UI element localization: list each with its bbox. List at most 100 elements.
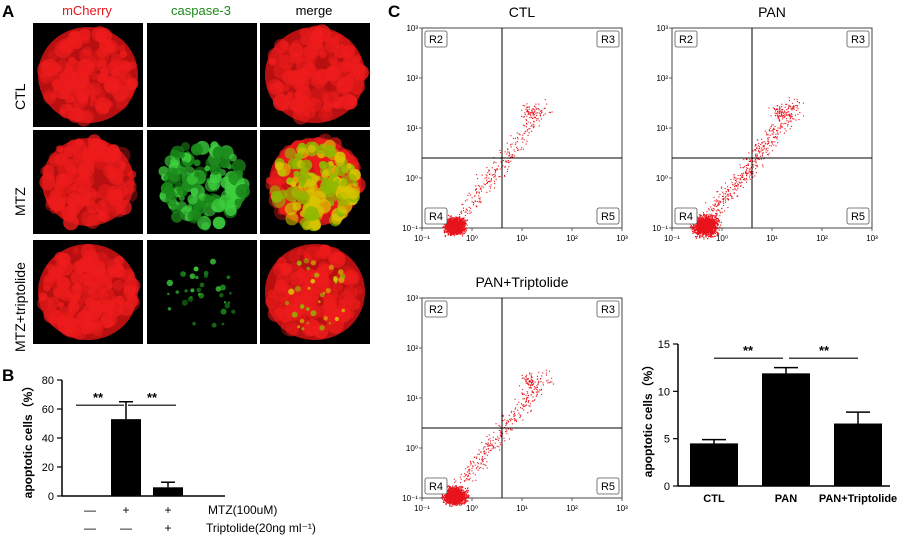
col-header-merge: merge <box>295 3 333 18</box>
micrograph <box>260 240 370 344</box>
row-label-mtz-triptolide: MTZ+triptolide <box>12 262 28 352</box>
category-label: CTL <box>703 493 725 505</box>
y-tick-label: 10⁰ <box>406 444 418 453</box>
x-tick-label: 10⁻¹ <box>664 234 680 243</box>
flow-plot-title: PAN+Triptolide <box>475 274 569 290</box>
micrograph <box>147 23 257 127</box>
region-label: R5 <box>846 207 870 225</box>
svg-text:R4: R4 <box>429 211 443 223</box>
region-label: R4 <box>424 207 448 225</box>
y-tick-label: 5 <box>664 434 670 446</box>
micrograph <box>33 240 143 344</box>
y-tick-label: 10¹ <box>406 394 418 403</box>
bar <box>153 487 183 496</box>
region-label: R2 <box>424 30 448 48</box>
x-tick-label: 10² <box>566 234 578 243</box>
y-tick-label: 10² <box>406 344 418 353</box>
panel-c-categories: CTL PAN PAN+Triptolide <box>703 493 897 505</box>
condition-sign: + <box>164 521 171 535</box>
bar <box>111 419 141 496</box>
panel-b-conditions: — + + MTZ(100uM) — — + Triptolide(20ng ml⁻¹) <box>84 503 316 535</box>
condition-sign: + <box>164 503 171 517</box>
x-tick-label: 10⁻¹ <box>414 504 430 513</box>
significance-mark: ** <box>743 343 754 358</box>
y-tick-label: 10³ <box>406 24 418 33</box>
flow-scatter-plot: R2 R3 R4 R5 10⁻¹ 10⁰ 10¹ 10² 10³ 10⁻¹ 10⁰ 10¹ 10² 10³ <box>402 24 628 243</box>
flow-plot-title: CTL <box>508 4 536 20</box>
panel-c-bars <box>690 366 882 486</box>
category-label: PAN <box>775 493 797 505</box>
condition-sign: + <box>122 503 129 517</box>
panel-c-ylabel: apoptotic cells（%） <box>640 359 655 478</box>
y-tick-label: 10⁰ <box>656 174 668 183</box>
region-label: R2 <box>674 30 698 48</box>
region-label: R3 <box>596 30 620 48</box>
y-tick-label: 10² <box>406 74 418 83</box>
x-tick-label: 10⁰ <box>716 234 728 243</box>
micrograph <box>147 130 257 234</box>
y-tick-label: 10² <box>656 74 668 83</box>
x-tick-label: 10¹ <box>516 234 528 243</box>
region-label: R5 <box>596 477 620 495</box>
panel-b-letter: B <box>2 366 15 385</box>
y-tick-label: 10⁻¹ <box>652 224 668 233</box>
micrograph <box>33 130 143 234</box>
flow-plot-title: PAN <box>758 4 786 20</box>
row-label-mtz: MTZ <box>12 187 28 216</box>
y-tick-label: 80 <box>42 375 54 387</box>
scatter-points <box>688 97 805 240</box>
svg-text:R3: R3 <box>601 34 615 46</box>
condition-label: MTZ(100uM) <box>208 503 277 517</box>
category-label: PAN+Triptolide <box>819 493 897 505</box>
condition-sign: — <box>84 521 96 535</box>
y-tick-label: 0 <box>48 491 54 503</box>
panel-b-significance: ** ** <box>76 390 176 406</box>
y-tick-label: 15 <box>658 339 670 351</box>
condition-label: Triptolide(20ng ml⁻¹) <box>206 521 316 535</box>
x-tick-label: 10² <box>816 234 828 243</box>
col-header-caspase3: caspase-3 <box>171 3 231 18</box>
y-tick-label: 0 <box>664 481 670 493</box>
col-header-mcherry: mCherry <box>62 3 112 18</box>
scatter-points <box>441 99 553 238</box>
y-tick-label: 10⁻¹ <box>402 224 418 233</box>
x-tick-label: 10⁻¹ <box>414 234 430 243</box>
x-tick-label: 10³ <box>866 234 878 243</box>
condition-sign: — <box>84 503 96 517</box>
region-label: R3 <box>596 300 620 318</box>
panel-b-ylabel: apoptotic cells（%） <box>20 380 35 499</box>
y-tick-label: 40 <box>42 433 54 445</box>
panel-b-axes: 0 20 40 60 80 <box>42 375 225 503</box>
bar <box>834 423 882 486</box>
x-tick-label: 10⁰ <box>466 234 478 243</box>
micrograph <box>147 240 257 344</box>
y-tick-label: 10³ <box>406 294 418 303</box>
svg-text:R2: R2 <box>679 34 693 46</box>
x-tick-label: 10¹ <box>516 504 528 513</box>
y-tick-label: 10¹ <box>656 124 668 133</box>
micrograph <box>33 23 143 127</box>
region-label: R5 <box>596 207 620 225</box>
flow-scatter-plot: R2 R3 R4 R5 10⁻¹ 10⁰ 10¹ 10² 10³ 10⁻¹ 10⁰ 10¹ 10² 10³ <box>402 294 628 513</box>
x-tick-label: 10³ <box>616 234 628 243</box>
region-label: R2 <box>424 300 448 318</box>
y-tick-label: 10¹ <box>406 124 418 133</box>
significance-mark: ** <box>147 390 158 405</box>
x-tick-label: 10⁰ <box>466 504 478 513</box>
x-tick-label: 10¹ <box>766 234 778 243</box>
svg-text:R5: R5 <box>851 211 865 223</box>
panel-a-letter: A <box>2 2 15 21</box>
svg-text:R3: R3 <box>851 34 865 46</box>
bar <box>762 373 810 486</box>
panel-b-chart: apoptotic cells（%） 0 20 40 60 80 ** ** — + + MTZ… <box>20 375 316 535</box>
panel-c-bar-chart: apoptotic cells（%） 0 5 10 15 ** ** CTL PAN PAN… <box>640 339 897 505</box>
svg-text:R5: R5 <box>601 211 615 223</box>
panel-b-bars <box>111 401 183 496</box>
flow-scatter-plot: R2 R3 R4 R5 10⁻¹ 10⁰ 10¹ 10² 10³ 10⁻¹ 10⁰ 10¹ 10² 10³ <box>652 24 878 243</box>
bar <box>690 443 738 486</box>
y-tick-label: 60 <box>42 404 54 416</box>
panel-c-letter: C <box>388 2 401 21</box>
x-tick-label: 10² <box>566 504 578 513</box>
y-tick-label: 20 <box>42 462 54 474</box>
micrograph <box>260 23 370 127</box>
